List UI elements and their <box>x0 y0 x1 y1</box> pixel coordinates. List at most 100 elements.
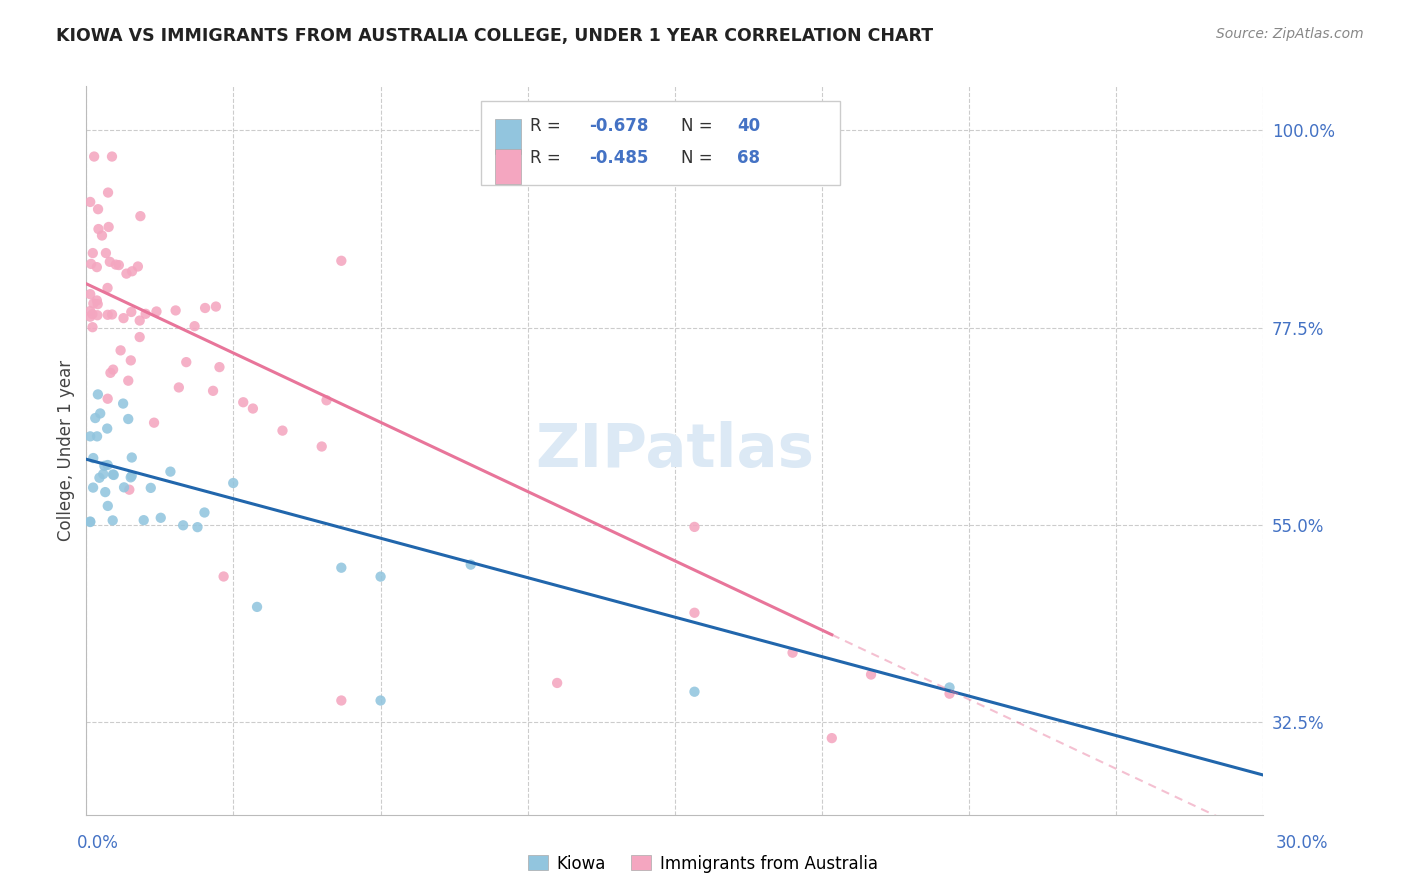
Point <box>96 421 118 435</box>
FancyBboxPatch shape <box>481 101 839 185</box>
Point <box>80 257 103 271</box>
Point <box>101 150 124 164</box>
Point <box>246 599 269 614</box>
Point <box>83 150 105 164</box>
Point <box>117 374 139 388</box>
Point <box>120 353 142 368</box>
Point <box>186 520 208 534</box>
Point <box>98 255 121 269</box>
Point <box>91 467 114 481</box>
Point <box>104 258 127 272</box>
Point <box>128 313 150 327</box>
Point <box>311 440 333 454</box>
Point <box>89 471 111 485</box>
Point <box>860 667 883 681</box>
Bar <box>495 149 520 184</box>
Point <box>97 392 120 406</box>
Point <box>128 330 150 344</box>
Point <box>79 515 101 529</box>
Point <box>118 483 141 497</box>
Point <box>683 606 706 620</box>
Point <box>205 300 228 314</box>
Text: R =: R = <box>530 117 567 135</box>
Point <box>193 506 215 520</box>
Point <box>86 260 108 274</box>
Point <box>165 303 187 318</box>
Text: ZIPatlas: ZIPatlas <box>536 421 814 480</box>
Point <box>101 513 124 527</box>
Point <box>938 687 960 701</box>
Point <box>96 281 118 295</box>
Text: -0.485: -0.485 <box>589 149 648 167</box>
Point <box>87 222 110 236</box>
Point <box>222 475 245 490</box>
Point <box>82 246 104 260</box>
Point <box>79 287 101 301</box>
Point <box>121 450 143 465</box>
Text: N =: N = <box>681 117 717 135</box>
Point <box>79 515 101 529</box>
Point <box>127 260 149 274</box>
Point <box>112 480 135 494</box>
Point <box>91 228 114 243</box>
Point <box>82 481 104 495</box>
Point <box>103 467 125 482</box>
Point <box>121 264 143 278</box>
Point <box>82 320 104 334</box>
Point <box>97 308 120 322</box>
Point <box>86 308 108 322</box>
Point <box>110 343 132 358</box>
Point <box>97 186 120 200</box>
Point <box>821 731 844 745</box>
Point <box>120 305 142 319</box>
Point <box>121 469 143 483</box>
Point <box>87 202 110 217</box>
Point <box>145 304 167 318</box>
Point <box>143 416 166 430</box>
Point <box>101 362 124 376</box>
Point <box>94 485 117 500</box>
Point <box>84 411 107 425</box>
Point <box>93 458 115 473</box>
Text: 0.0%: 0.0% <box>77 834 120 852</box>
Point <box>132 513 155 527</box>
Point <box>546 676 568 690</box>
Point <box>97 499 120 513</box>
Point <box>183 319 205 334</box>
Point <box>271 424 294 438</box>
Point <box>194 301 217 315</box>
Point <box>938 681 960 695</box>
Point <box>315 393 337 408</box>
Point <box>208 360 231 375</box>
Text: 40: 40 <box>737 117 761 135</box>
Point <box>370 569 392 583</box>
Point <box>167 380 190 394</box>
Point <box>115 267 138 281</box>
Point <box>172 518 194 533</box>
Point <box>112 396 135 410</box>
Text: 68: 68 <box>737 149 761 167</box>
Point <box>101 308 124 322</box>
Point <box>174 355 197 369</box>
Point <box>120 470 142 484</box>
Point <box>212 569 235 583</box>
Point <box>139 481 162 495</box>
Point <box>89 406 111 420</box>
Text: -0.678: -0.678 <box>589 117 648 135</box>
Point <box>112 311 135 326</box>
Point <box>330 253 353 268</box>
Point <box>232 395 254 409</box>
Point <box>117 412 139 426</box>
Point <box>330 693 353 707</box>
Point <box>101 467 124 482</box>
Point <box>782 646 804 660</box>
Point <box>94 246 117 260</box>
Point <box>683 684 706 698</box>
Point <box>82 296 104 310</box>
Legend: Kiowa, Immigrants from Australia: Kiowa, Immigrants from Australia <box>522 848 884 880</box>
Point <box>86 429 108 443</box>
Point <box>86 297 108 311</box>
Point <box>108 258 131 272</box>
Point <box>79 429 101 443</box>
Point <box>100 366 122 380</box>
